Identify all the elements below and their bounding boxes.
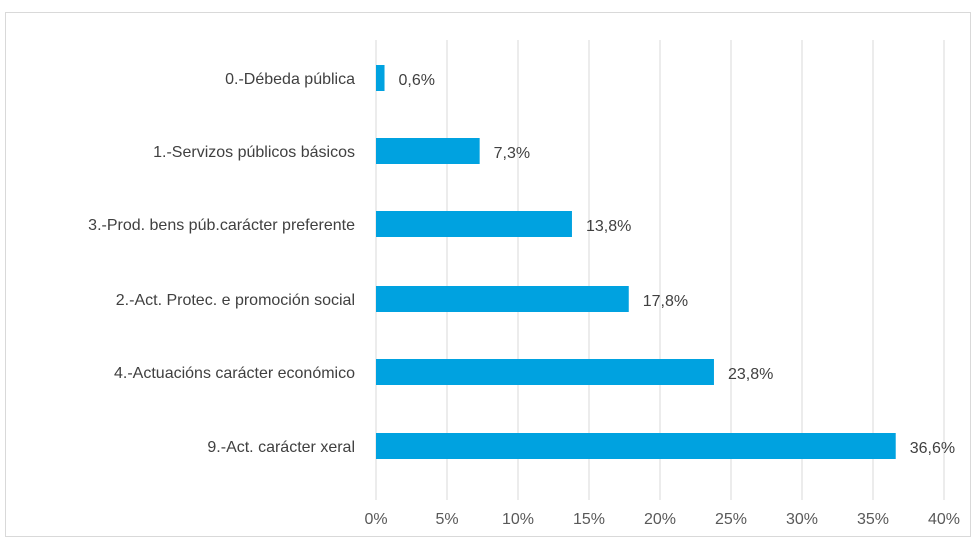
bar-2 (376, 211, 572, 237)
x-tick-label-30: 30% (786, 511, 818, 528)
category-label-0: 0.-Débeda pública (225, 71, 355, 88)
x-tick-label-15: 15% (573, 511, 605, 528)
x-tick-label-0: 0% (364, 511, 387, 528)
value-label-2: 13,8% (586, 218, 631, 235)
value-label-4: 23,8% (728, 366, 773, 383)
category-label-1: 1.-Servizos públicos básicos (153, 144, 355, 161)
category-label-4: 4.-Actuacións carácter económico (114, 365, 355, 382)
value-label-0: 0,6% (399, 72, 435, 89)
category-label-2: 3.-Prod. bens púb.carácter preferente (88, 217, 355, 234)
value-label-5: 36,6% (910, 440, 955, 457)
x-tick-label-35: 35% (857, 511, 889, 528)
x-tick-label-20: 20% (644, 511, 676, 528)
bar-3 (376, 286, 629, 312)
bars (376, 65, 896, 459)
category-label-3: 2.-Act. Protec. e promoción social (116, 292, 355, 309)
value-labels: 0,6% 7,3% 13,8% 17,8% 23,8% 36,6% (399, 72, 956, 457)
bar-1 (376, 138, 480, 164)
bar-5 (376, 433, 896, 459)
bar-4 (376, 359, 714, 385)
x-tick-label-10: 10% (502, 511, 534, 528)
value-label-3: 17,8% (643, 293, 688, 310)
category-label-5: 9.-Act. carácter xeral (207, 439, 355, 456)
category-labels: 0.-Débeda pública 1.-Servizos públicos bá… (88, 71, 355, 456)
gridlines (375, 40, 945, 500)
bar-0 (376, 65, 385, 91)
value-label-1: 7,3% (494, 145, 530, 162)
x-axis-tick-labels: 0% 5% 10% 15% 20% 25% 30% 35% 40% (364, 511, 960, 528)
x-tick-label-25: 25% (715, 511, 747, 528)
x-tick-label-40: 40% (928, 511, 960, 528)
x-tick-label-5: 5% (435, 511, 458, 528)
